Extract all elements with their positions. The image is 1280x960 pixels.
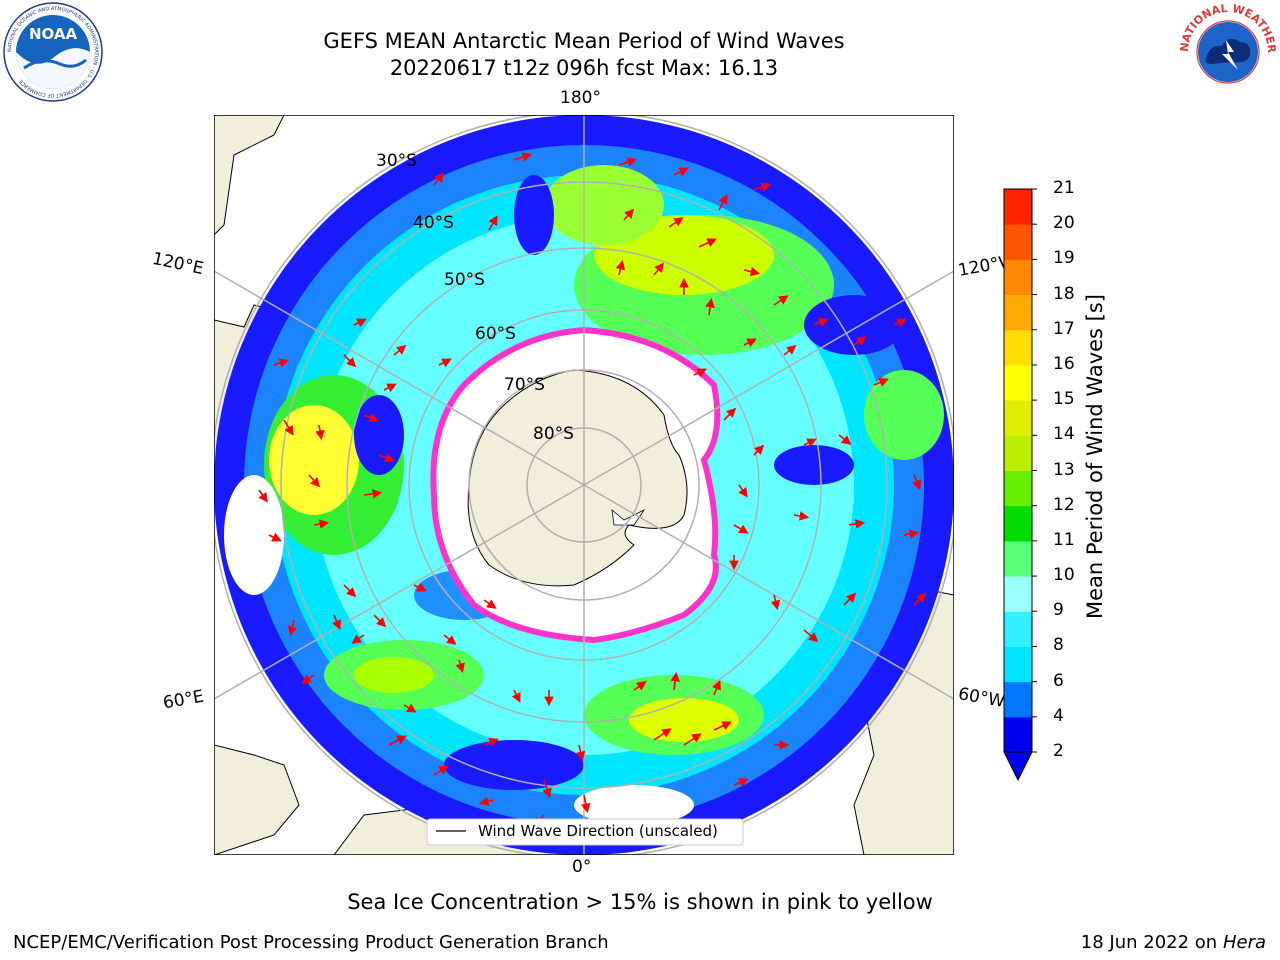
- colorbar-tick-label: 8: [1053, 635, 1064, 656]
- colorbar: [1003, 188, 1037, 782]
- lon-label-180: 180°: [560, 88, 601, 108]
- graticule: [214, 115, 954, 855]
- colorbar-segment: [1004, 400, 1032, 436]
- lon-label-60w: 60°W: [956, 684, 1007, 712]
- africa-land-lower: [214, 744, 300, 855]
- colorbar-tick-label: 2: [1053, 741, 1064, 761]
- colorbar-tick-label: 11: [1053, 529, 1075, 550]
- lat-label-70s: 70°S: [504, 375, 545, 395]
- lat-label-40s: 40°S: [413, 213, 454, 233]
- colorbar-tick-label: 20: [1053, 213, 1075, 234]
- colorbar-tick-label: 13: [1053, 459, 1075, 480]
- nws-logo: NATIONAL WEATHER SERVICE: [1176, 0, 1278, 98]
- machine-name: Hera: [1222, 932, 1266, 953]
- colorbar-segment: [1004, 435, 1032, 471]
- colorbar-tick-label: 10: [1053, 565, 1075, 586]
- lat-label-50s: 50°S: [444, 270, 485, 290]
- colorbar-tick-label: 4: [1053, 705, 1064, 726]
- colorbar-tick-label: 12: [1053, 494, 1075, 515]
- lat-label-60s: 60°S: [475, 324, 516, 344]
- australia-land: [214, 115, 285, 236]
- run-date-text: 18 Jun 2022 on: [1080, 932, 1218, 953]
- colorbar-segment: [1004, 294, 1032, 331]
- colorbar-tick-label: 15: [1053, 389, 1075, 410]
- lon-label-0: 0°: [572, 857, 592, 877]
- colorbar-segment: [1004, 681, 1032, 718]
- patch-low-nz: [514, 175, 554, 255]
- lon-label-60e: 60°E: [161, 686, 206, 714]
- antarctica-land: [467, 369, 688, 587]
- title-line-1: GEFS MEAN Antarctic Mean Period of Wind …: [323, 29, 845, 53]
- colorbar-tick-label: 18: [1053, 283, 1075, 304]
- title-line-2: 20220617 t12z 096h fcst Max: 16.13: [389, 56, 779, 80]
- colorbar-segment: [1004, 364, 1032, 401]
- colorbar-segment: [1004, 611, 1032, 647]
- noaa-logo: NOAA NATIONAL OCEANIC AND ATMOSPHERIC AD…: [3, 2, 103, 102]
- colorbar-tick-label: 9: [1053, 600, 1064, 621]
- map-legend-label: Wind Wave Direction (unscaled): [478, 822, 718, 840]
- colorbar-extend-arrow: [1003, 751, 1033, 782]
- colorbar-segment: [1004, 505, 1032, 542]
- colorbar-title: Mean Period of Wind Waves [s]: [1083, 294, 1107, 619]
- sea-ice-note: Sea Ice Concentration > 15% is shown in …: [347, 890, 933, 914]
- colorbar-tick-label: 19: [1053, 248, 1075, 269]
- colorbar-segment: [1004, 259, 1032, 296]
- colorbar-tick-label: 17: [1053, 318, 1075, 339]
- colorbar-segment: [1004, 540, 1032, 577]
- run-date: 18 Jun 2022 on Hera: [1081, 932, 1266, 953]
- lat-label-30s: 30°S: [376, 151, 417, 171]
- colorbar-tick-label: 16: [1053, 353, 1075, 374]
- wind-wave-arrows: [258, 152, 927, 828]
- noaa-text: NOAA: [29, 25, 78, 43]
- colorbar-tick-label: 21: [1053, 178, 1075, 198]
- colorbar-tick-label: 14: [1053, 424, 1075, 445]
- colorbar-segment: [1004, 646, 1032, 683]
- colorbar-segment: [1004, 189, 1032, 225]
- colorbar-segment: [1004, 716, 1032, 753]
- colorbar-segment: [1004, 329, 1032, 366]
- colorbar-segment: [1004, 470, 1032, 507]
- colorbar-segment: [1004, 576, 1032, 612]
- producer-credit: NCEP/EMC/Verification Post Processing Pr…: [13, 932, 609, 953]
- lat-label-80s: 80°S: [533, 424, 574, 444]
- colorbar-tick-label: 6: [1053, 670, 1064, 691]
- lon-label-120e: 120°E: [150, 248, 206, 280]
- map-legend: [426, 818, 744, 846]
- colorbar-segment: [1004, 224, 1032, 260]
- antarctic-map: [214, 115, 954, 855]
